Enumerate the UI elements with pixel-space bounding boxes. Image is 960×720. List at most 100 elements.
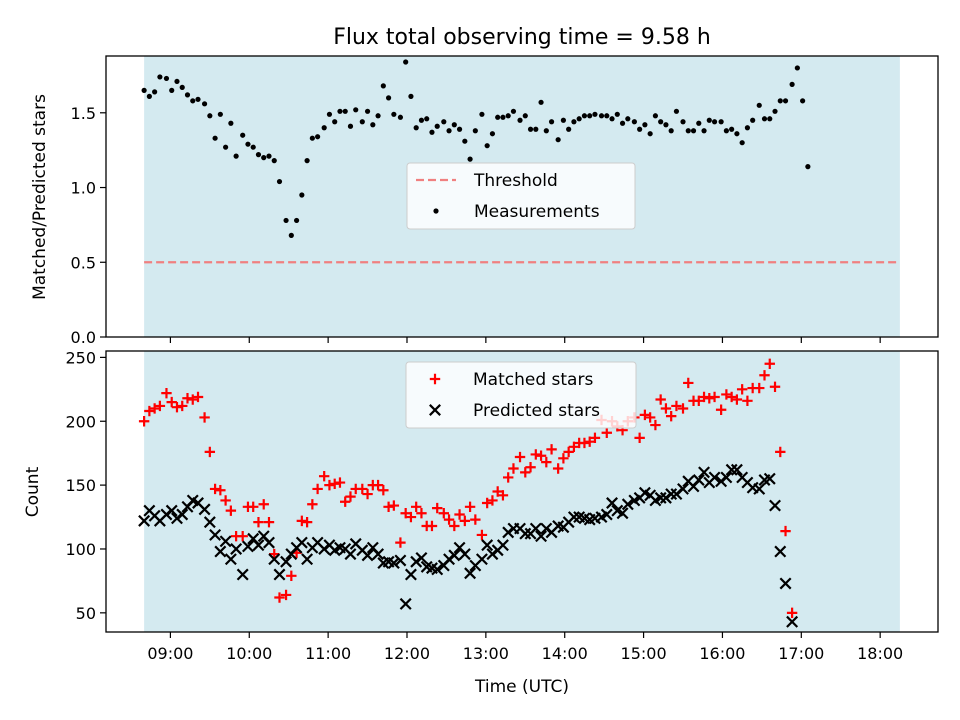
measurement-point: [706, 117, 712, 123]
predicted-stars-point: [236, 568, 249, 581]
measurement-point: [484, 143, 490, 149]
bottom-y-tick-label: 50: [76, 604, 96, 623]
matched-stars-point: [514, 451, 526, 463]
measurement-point: [403, 59, 409, 65]
measurement-point: [522, 113, 528, 119]
matched-stars-point: [481, 497, 493, 509]
matched-stars-point: [660, 403, 672, 414]
matched-stars-point: [731, 394, 743, 405]
measurement-point: [179, 84, 185, 90]
matched-stars-point: [459, 515, 471, 527]
matched-stars-point: [312, 483, 323, 495]
predicted-stars-point: [165, 504, 178, 517]
matched-stars-point: [161, 387, 172, 399]
legend-threshold-label: Threshold: [473, 171, 558, 191]
top-points: [141, 59, 811, 238]
measurement-point: [723, 128, 729, 134]
matched-stars-point: [248, 501, 259, 513]
matched-stars-point: [426, 520, 438, 532]
legend-matched-swatch: [429, 373, 441, 385]
legend-measurements-swatch: [433, 208, 439, 214]
predicted-stars-point: [241, 540, 254, 553]
measurement-point: [451, 122, 457, 128]
predicted-stars-point: [219, 535, 232, 548]
predicted-stars-point: [295, 536, 308, 549]
measurement-point: [668, 128, 674, 134]
predicted-stars-point: [606, 497, 619, 509]
top-y-axis: 0.0 0.5 1.0 1.5: [71, 104, 106, 347]
matched-stars-point: [520, 467, 531, 478]
measurement-point: [767, 116, 773, 122]
legend-predicted-swatch: [429, 404, 441, 416]
matched-stars-point: [535, 450, 547, 461]
measurement-point: [500, 114, 506, 120]
measurement-point: [380, 83, 386, 89]
measurement-point: [359, 119, 365, 125]
predicted-stars-point: [361, 549, 374, 562]
measurement-point: [560, 117, 567, 123]
measurement-point: [489, 131, 496, 137]
measurement-point: [293, 217, 300, 224]
measurement-point: [587, 113, 593, 119]
matched-stars-point: [775, 446, 786, 458]
measurement-point: [441, 119, 447, 125]
predicted-stars-point: [665, 488, 678, 501]
matched-stars-point: [432, 502, 443, 514]
predicted-stars-point: [567, 511, 580, 524]
top-panel: 0.0 0.5 1.0 1.5 Matched/Predicted stars Thr…: [30, 55, 939, 347]
measurement-point: [800, 98, 806, 104]
matched-stars-point: [215, 485, 226, 496]
measurement-point: [718, 119, 724, 125]
x-tick-label: 14:00: [542, 644, 588, 663]
measurement-point: [342, 108, 348, 114]
matched-stars-point: [552, 463, 564, 474]
matched-stars-point: [693, 395, 704, 407]
measurement-point: [184, 92, 191, 98]
measurement-point: [190, 98, 196, 104]
measurement-point: [479, 111, 485, 117]
legend-measurements-label: Measurements: [474, 202, 600, 222]
matched-stars-point: [546, 444, 557, 455]
matched-stars-point: [754, 382, 765, 394]
top-legend: Threshold Measurements: [406, 162, 636, 230]
measurement-point: [777, 98, 783, 104]
matched-stars-point: [286, 570, 297, 581]
matched-stars-point: [182, 393, 193, 404]
matched-stars-point: [769, 381, 781, 392]
matched-stars-point: [345, 491, 356, 502]
x-tick-label: 15:00: [621, 644, 667, 663]
matched-stars-point: [410, 501, 422, 513]
matched-stars-point: [726, 391, 737, 403]
bottom-legend-box: [405, 361, 637, 429]
measurement-point: [375, 113, 381, 119]
measurement-point: [761, 116, 768, 122]
measurement-point: [364, 108, 371, 114]
matched-stars-point: [704, 393, 715, 404]
matched-stars-point: [263, 516, 275, 528]
measurement-point: [326, 111, 333, 117]
measurement-point: [228, 120, 234, 126]
measurement-point: [261, 155, 267, 161]
matched-stars-point: [269, 548, 280, 560]
x-tick-label: 12:00: [384, 644, 430, 663]
matched-stars-point: [677, 403, 689, 414]
bottom-y-axis: 50 100 150 200 250: [65, 348, 106, 623]
matched-stars-point: [388, 500, 400, 511]
matched-stars-point: [449, 520, 460, 532]
predicted-stars-point: [708, 471, 721, 484]
measurement-point: [614, 111, 620, 117]
matched-stars-point: [362, 488, 373, 500]
predicted-stars-point: [372, 548, 385, 561]
matched-stars-point: [204, 446, 216, 458]
matched-stars-point: [780, 525, 791, 537]
matched-stars-point: [307, 499, 318, 510]
measurement-point: [207, 113, 213, 119]
matched-stars-point: [715, 404, 727, 415]
measurement-point: [462, 138, 468, 144]
matched-stars-point: [280, 589, 292, 601]
predicted-stars-point: [230, 542, 243, 555]
matched-stars-point: [225, 505, 237, 516]
matched-stars-point: [400, 508, 411, 519]
measurement-point: [163, 75, 170, 82]
